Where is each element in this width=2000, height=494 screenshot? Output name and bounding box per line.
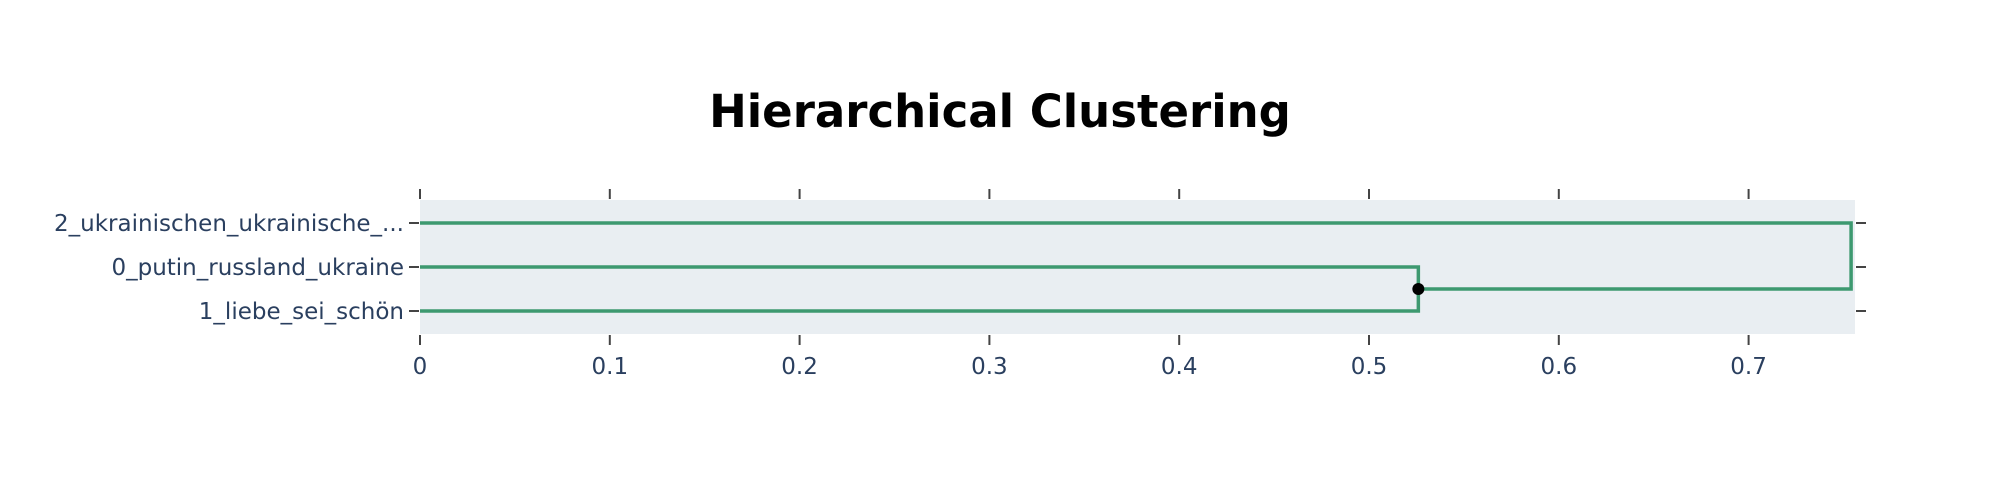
x-tick-label: 0 — [413, 354, 428, 380]
leaf-label: 0_putin_russland_ukraine — [111, 255, 404, 281]
dendrogram-nodes — [1412, 283, 1425, 295]
x-tick-label: 0.3 — [971, 354, 1008, 380]
x-tick-label: 0.1 — [592, 354, 629, 380]
x-tick-label: 0.4 — [1161, 354, 1198, 380]
x-axis-bottom: 0 0.1 0.2 0.3 0.4 0.5 0.6 0.7 — [413, 335, 1767, 380]
x-tick-label: 0.6 — [1541, 354, 1578, 380]
leaf-label: 1_liebe_sei_schön — [199, 299, 404, 325]
x-tick-label: 0.5 — [1351, 354, 1388, 380]
x-tick-label: 0.7 — [1730, 354, 1767, 380]
chart-title: Hierarchical Clustering — [709, 85, 1291, 138]
leaf-label: 2_ukrainischen_ukrainische_... — [54, 211, 404, 237]
y-axis-leaf-labels: 2_ukrainischen_ukrainische_... 0_putin_ru… — [54, 211, 419, 325]
x-axis-top-ticks — [419, 189, 1750, 199]
dendrogram-link — [420, 221, 1853, 291]
y-axis-right-ticks — [1856, 222, 1866, 312]
x-tick-label: 0.2 — [781, 354, 818, 380]
dendrogram-node-marker — [1412, 283, 1425, 295]
